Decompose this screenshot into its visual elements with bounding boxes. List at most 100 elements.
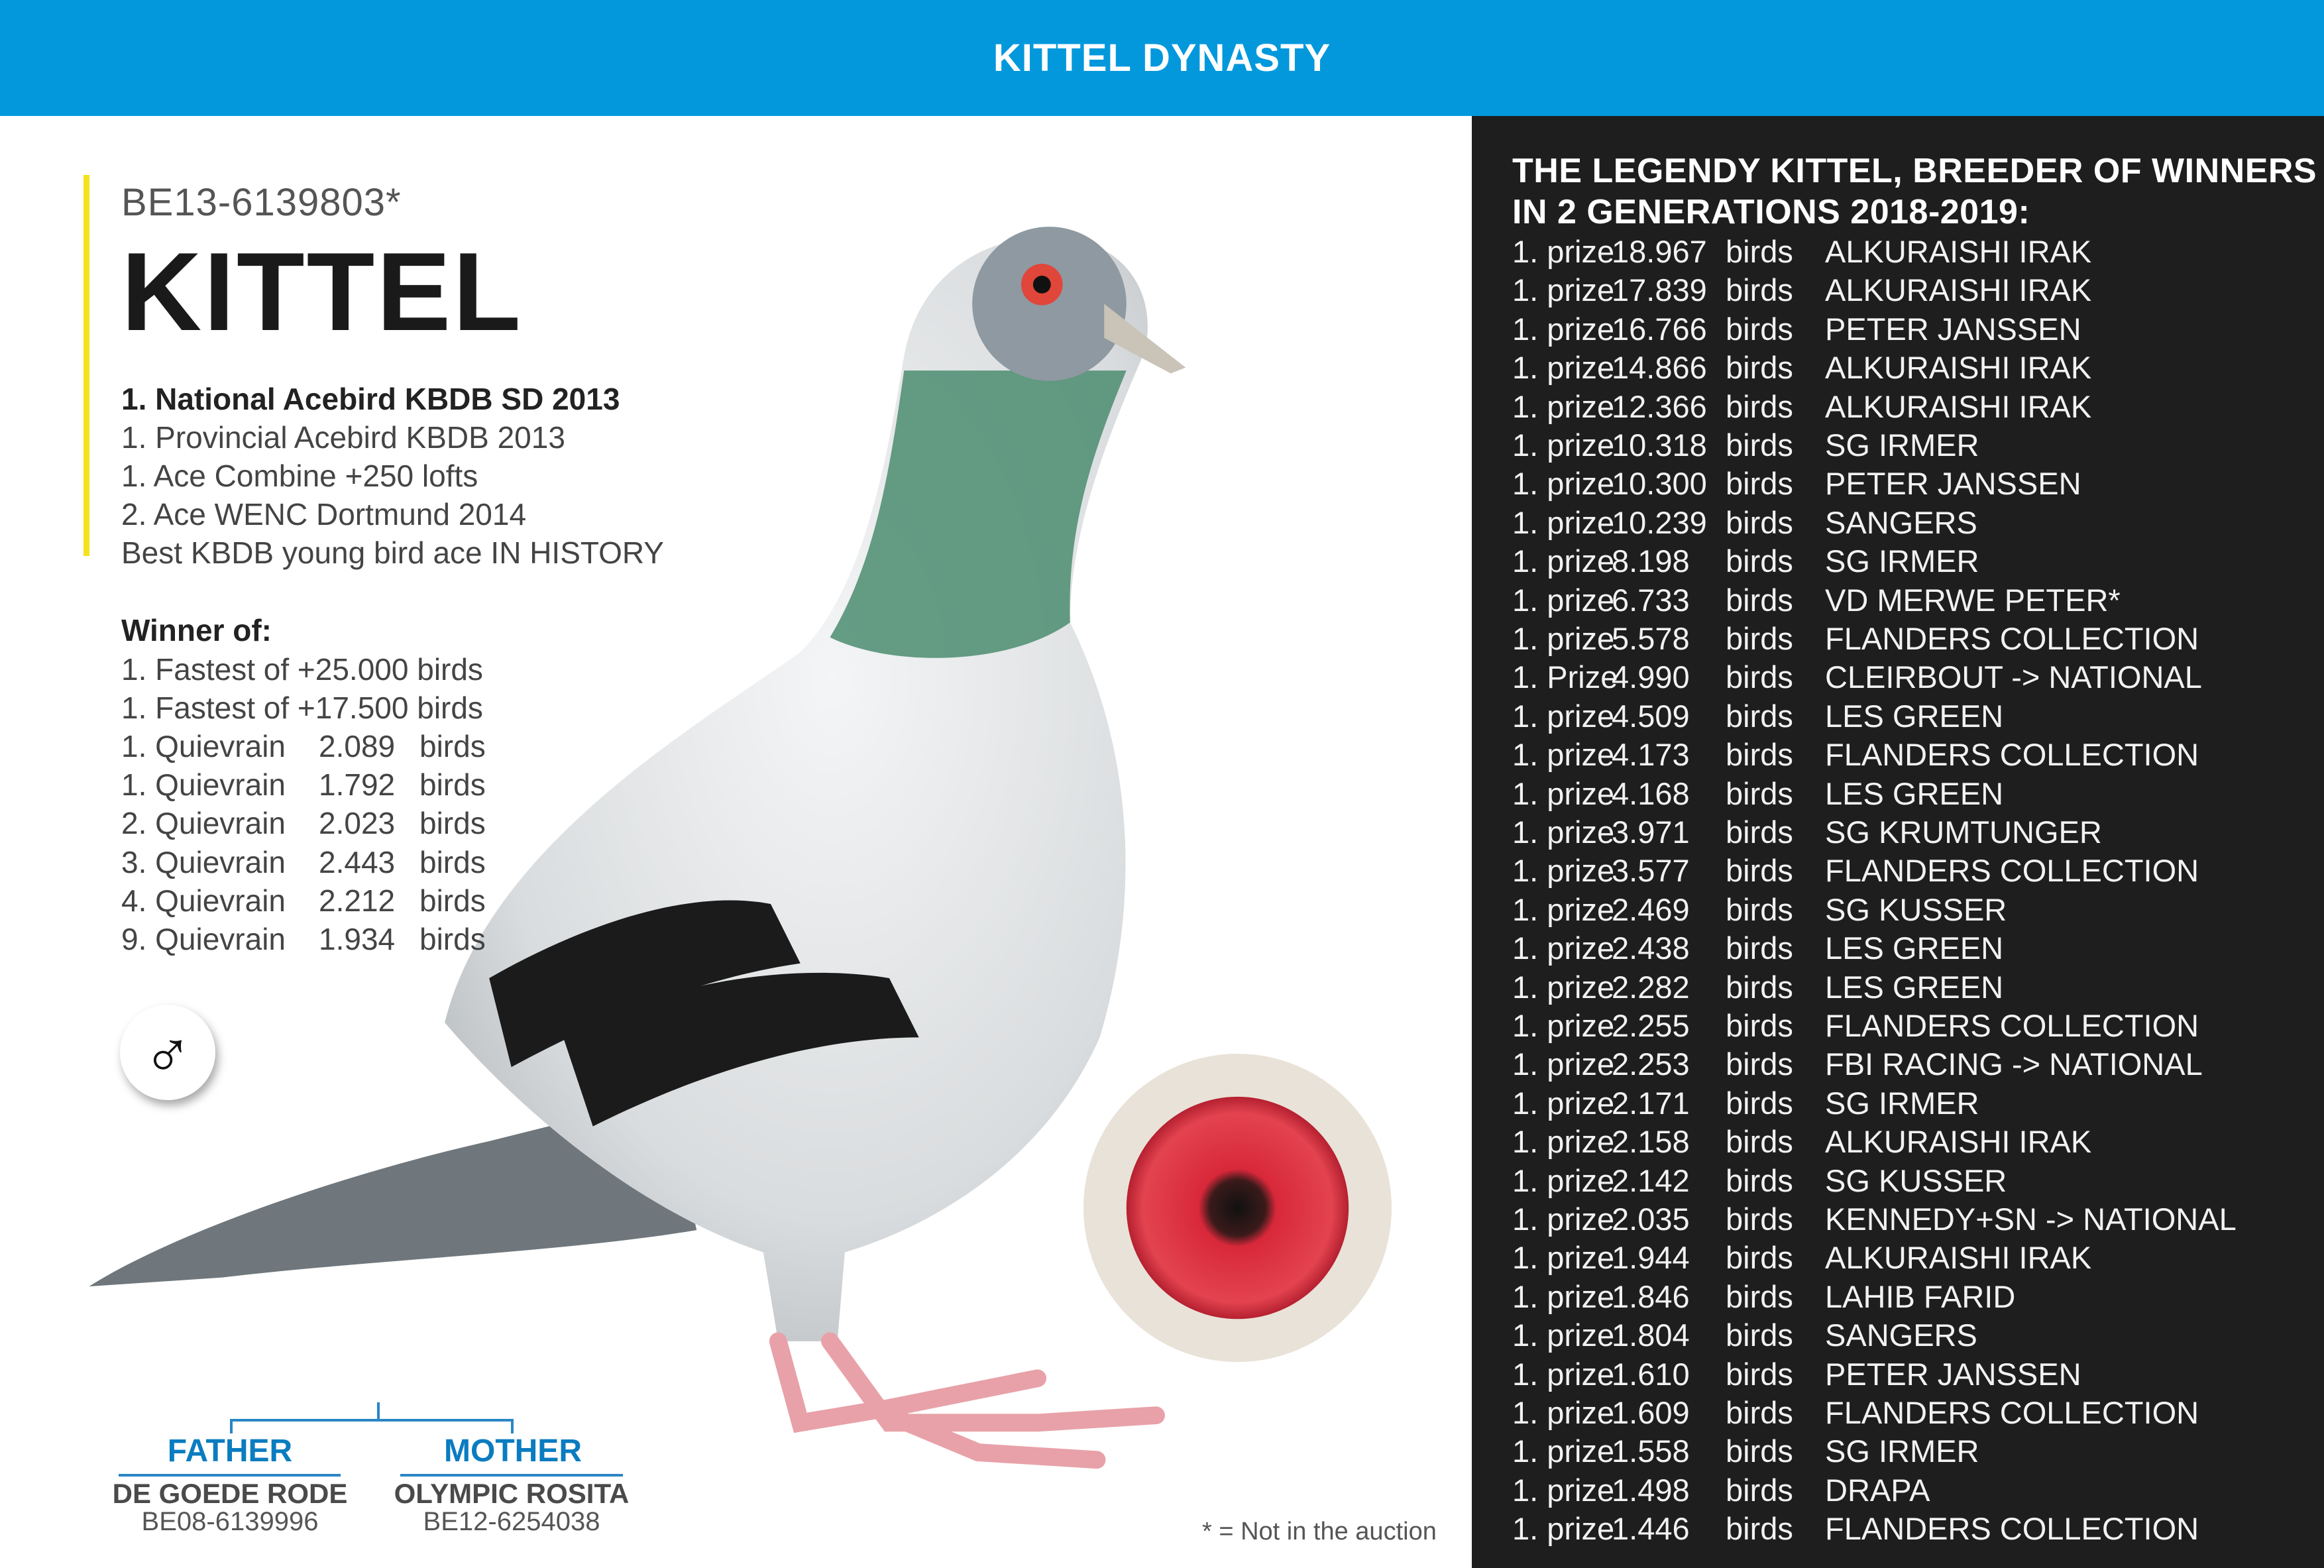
unit-label: birds — [1726, 1395, 1793, 1430]
male-symbol: ♂ — [142, 1015, 193, 1090]
place-label: 9. Quievrain — [121, 922, 286, 956]
bird-count: 1.446 — [1612, 1511, 1690, 1547]
unit-label: birds — [1726, 969, 1793, 1005]
prize-label: 1. prize — [1512, 1162, 1615, 1198]
unit-label: birds — [1726, 388, 1793, 424]
father-label: FATHER — [167, 1433, 293, 1469]
unit-label: birds — [1726, 737, 1793, 773]
bird-count: 2.443 — [319, 844, 396, 879]
bird-count: 4.168 — [1612, 775, 1690, 811]
bird-count: 16.766 — [1612, 311, 1707, 347]
unit-label: birds — [1726, 504, 1793, 540]
bird-count: 1.558 — [1612, 1433, 1690, 1469]
mother-name: OLYMPIC ROSITA — [394, 1478, 630, 1509]
bird-count: 2.171 — [1612, 1085, 1690, 1121]
prize-label: 1. prize — [1512, 737, 1615, 773]
bird-count: 2.023 — [319, 806, 396, 841]
page-title: KITTEL DYNASTY — [993, 36, 1331, 80]
pigeon-beak — [1104, 304, 1186, 374]
pigeon-wing-bar — [489, 900, 801, 1068]
bird-count: 4.509 — [1612, 698, 1690, 734]
owner-name: SG IRMER — [1825, 1085, 1979, 1121]
owner-name: LES GREEN — [1825, 698, 2004, 734]
prize-label: 1. prize — [1512, 582, 1615, 618]
father-name: DE GOEDE RODE — [112, 1478, 348, 1509]
prize-label: 1. prize — [1512, 350, 1615, 386]
owner-name: DRAPA — [1825, 1472, 1930, 1508]
owner-name: SG KUSSER — [1825, 891, 2007, 927]
unit-label: birds — [1726, 1317, 1793, 1353]
header-bar: KITTEL DYNASTY — [0, 0, 2324, 116]
owner-name: FLANDERS COLLECTION — [1825, 621, 2199, 656]
prize-label: 1. prize — [1512, 775, 1615, 811]
male-icon: ♂ — [120, 1005, 215, 1100]
unit-label: birds — [1726, 621, 1793, 656]
owner-name: LES GREEN — [1825, 775, 2004, 811]
pigeon-neck — [830, 370, 1127, 658]
prize-label: 1. prize — [1512, 1433, 1615, 1469]
unit-label: birds — [1726, 1162, 1793, 1198]
unit-label: birds — [1726, 891, 1793, 927]
prize-label: 1. prize — [1512, 543, 1615, 579]
prize-label: 1. prize — [1512, 427, 1615, 463]
owner-name: PETER JANSSEN — [1825, 1356, 2081, 1392]
unit-label: birds — [1726, 1085, 1793, 1121]
owner-name: KENNEDY+SN -> NATIONAL — [1825, 1202, 2237, 1237]
unit-label: birds — [1726, 698, 1793, 734]
unit-label: birds — [1726, 1356, 1793, 1392]
owner-name: FLANDERS COLLECTION — [1825, 1008, 2199, 1043]
prize-label: 1. prize — [1512, 698, 1615, 734]
owner-name: SG IRMER — [1825, 543, 1979, 579]
bird-count: 10.239 — [1612, 504, 1707, 540]
bird-name: KITTEL — [121, 229, 523, 354]
mother-ring: BE12-6254038 — [423, 1507, 600, 1536]
owner-name: FLANDERS COLLECTION — [1825, 737, 2199, 773]
footnote: * = Not in the auction — [1202, 1518, 1437, 1545]
place-label: 4. Quievrain — [121, 883, 286, 918]
bird-count: 1.944 — [1612, 1240, 1690, 1276]
unit-label: birds — [1726, 853, 1793, 889]
owner-name: SANGERS — [1825, 504, 1977, 540]
bird-count: 2.469 — [1612, 891, 1690, 927]
prize-label: 1. prize — [1512, 1008, 1615, 1043]
bird-count: 1.846 — [1612, 1278, 1690, 1314]
prize-label: 1. prize — [1512, 969, 1615, 1005]
achievement: 1. Ace Combine +250 lofts — [121, 459, 478, 493]
bird-count: 18.967 — [1612, 234, 1707, 269]
panel-title: THE LEGENDY KITTEL, BREEDER OF WINNERS I… — [1512, 150, 2317, 233]
winner-row: 3. Quievrain 2.443 birds — [121, 843, 519, 881]
owner-name: ALKURAISHI IRAK — [1825, 1124, 2092, 1160]
prize-label: 1. prize — [1512, 1085, 1615, 1121]
winner-line: 1. Fastest of +17.500 birds — [121, 691, 483, 725]
winner-title: Winner of: — [121, 613, 272, 647]
owner-name: SANGERS — [1825, 1317, 1977, 1353]
bird-count: 1.610 — [1612, 1356, 1690, 1392]
place-label: 1. Quievrain — [121, 767, 286, 803]
unit-label: birds — [1726, 930, 1793, 966]
unit-label: birds — [1726, 1008, 1793, 1043]
prize-label: 1. prize — [1512, 272, 1615, 308]
achievement: 1. Provincial Acebird KBDB 2013 — [121, 420, 565, 455]
unit-label: birds — [1726, 1433, 1793, 1469]
prize-label: 1. prize — [1512, 504, 1615, 540]
unit-label: birds — [1726, 1124, 1793, 1160]
owner-name: VD MERWE PETER* — [1825, 582, 2121, 618]
owner-name: ALKURAISHI IRAK — [1825, 272, 2092, 308]
bird-count: 1.498 — [1612, 1472, 1690, 1508]
owner-name: LAHIB FARID — [1825, 1278, 2016, 1314]
prize-label: 1. prize — [1512, 1202, 1615, 1237]
achievement: 2. Ace WENC Dortmund 2014 — [121, 497, 527, 532]
bird-count: 2.089 — [319, 729, 396, 763]
father-ring: BE08-6139996 — [141, 1507, 319, 1536]
bird-count: 2.212 — [319, 883, 396, 918]
owner-name: SG IRMER — [1825, 427, 1979, 463]
prize-label: 1. prize — [1512, 1472, 1615, 1508]
bird-count: 10.318 — [1612, 427, 1707, 463]
panel-title-line: IN 2 GENERATIONS 2018-2019: — [1512, 193, 2030, 231]
prize-label: 1. prize — [1512, 466, 1615, 502]
unit-label: birds — [1726, 272, 1793, 308]
unit-label: birds — [1726, 466, 1793, 502]
unit-label: birds — [1726, 1202, 1793, 1237]
prize-label: 1. prize — [1512, 1356, 1615, 1392]
unit-label: birds — [1726, 1046, 1793, 1082]
